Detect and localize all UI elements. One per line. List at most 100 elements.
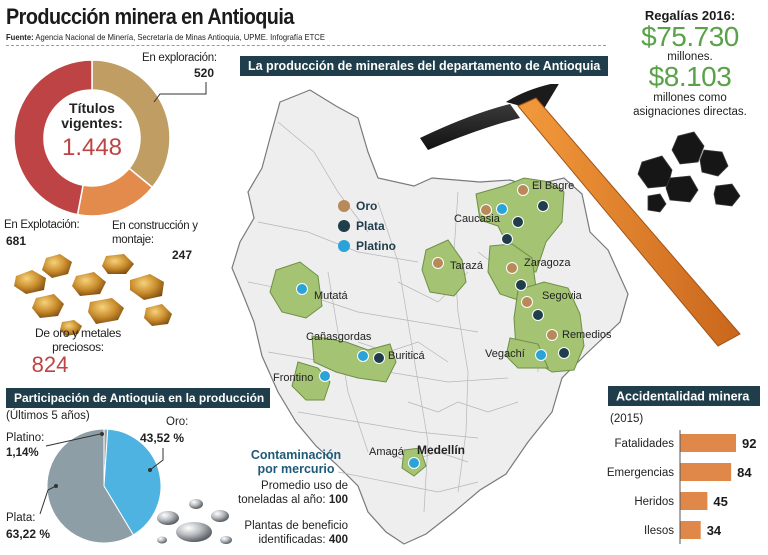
accidentalidad-title-bg: [608, 386, 760, 406]
map-dot-oro-zaragoza: [506, 262, 518, 274]
participacion-title: Participación de Antioquia en la producc…: [6, 388, 270, 408]
label-vegachi: Vegachí: [485, 348, 525, 360]
map-dot-plata-zaragoza: [515, 279, 527, 291]
plantas-label-text: Plantas de beneficio identificadas:: [244, 520, 348, 546]
regalias-value-2: $8.103: [648, 61, 732, 92]
label-medellin: Medellín: [417, 443, 466, 457]
exploracion-leader: [153, 82, 207, 103]
coal-illustration: [637, 131, 741, 213]
label-buritica: Buriticá: [388, 350, 425, 362]
map-dot-oro-segovia: [521, 296, 533, 308]
map-dot-plata-segovia: [532, 309, 544, 321]
label-frontino: Frontino: [273, 372, 314, 384]
legend-item-plata: Plata: [338, 216, 396, 236]
bar-label-3: Ilesos: [644, 525, 674, 537]
source-line: Fuente: Agencia Nacional de Minería, Sec…: [6, 32, 325, 42]
label-el-bagre: El Bagre: [532, 180, 575, 192]
header-divider: [6, 45, 606, 46]
pickaxe-illustration: [420, 84, 741, 347]
map-dot-platino-amaga: [408, 457, 420, 469]
page-title: Producción minera en Antioquia: [6, 4, 294, 29]
titulos-slice-2: [13, 59, 93, 216]
legend-label-oro: Oro: [356, 199, 378, 213]
region-taraza: [421, 239, 467, 297]
legend-swatch-plata: [338, 220, 350, 232]
label-remedios: Remedios: [562, 329, 612, 341]
explotacion-value: 681: [6, 234, 27, 248]
exploracion-value: 520: [194, 66, 215, 80]
participacion-slice-2: [46, 428, 135, 544]
platino-label: Platino:: [6, 432, 45, 444]
mercurio-title: Contaminación por mercurio: [250, 448, 342, 476]
regalias-unit-2: millones como asignaciones directas.: [633, 92, 747, 118]
label-amaga: Amagá: [369, 446, 404, 458]
map-legend: Oro Plata Platino: [338, 196, 396, 256]
legend-swatch-platino: [338, 240, 350, 252]
map-dot-plata-canasgordas: [373, 352, 385, 364]
mercurio-promedio-label: Promedio uso de toneladas al año: 100: [228, 479, 348, 507]
bar-label-2: Heridos: [634, 496, 674, 508]
map-dot-plata-caucasia-2: [501, 233, 513, 245]
label-taraza: Tarazá: [450, 260, 484, 272]
mercurio-plantas-label: Plantas de beneficio identificadas: 400: [228, 519, 348, 547]
map-dot-plata-remedios: [558, 347, 570, 359]
bar-3: [680, 521, 701, 539]
map-dot-plata-elbagre: [537, 200, 549, 212]
promedio-label-text: Promedio uso de toneladas al año:: [238, 480, 348, 506]
regalias-unit-1: millones.: [667, 51, 713, 63]
map-dot-platino-vegachi: [535, 349, 547, 361]
map-dot-platino-mutata: [296, 283, 308, 295]
plata-share-value: 63,22 %: [6, 527, 51, 541]
bar-0: [680, 434, 736, 452]
oro-share-label: Oro:: [166, 416, 189, 428]
participacion-slice-1: [103, 428, 162, 536]
construccion-label: En construcción y montaje:: [112, 220, 198, 246]
legend-label-plata: Plata: [356, 219, 385, 233]
map-banner: La producción de minerales del departame…: [240, 56, 609, 76]
bar-label-1: Emergencias: [607, 467, 674, 479]
promedio-value: 100: [328, 494, 348, 506]
gold-nuggets-illustration: [14, 254, 172, 336]
source-text: Agencia Nacional de Minería, Secretaría …: [35, 32, 325, 42]
bar-value-2: 45: [713, 494, 727, 509]
plata-share-label: Plata:: [6, 512, 36, 524]
metales-value: 824: [31, 352, 69, 377]
region-canasgordas-buritica: [311, 335, 397, 383]
metales-label: De oro y metales preciosos:: [35, 326, 121, 354]
source-label: Fuente:: [6, 32, 34, 42]
label-canasgordas: Cañasgordas: [306, 331, 372, 343]
construccion-value: 247: [172, 248, 193, 262]
bar-2: [680, 492, 708, 510]
legend-item-platino: Platino: [338, 236, 396, 256]
regalias-block: Regalías 2016: $75.730 millones. $8.103 …: [620, 8, 760, 119]
map-dot-platino-frontino: [319, 370, 331, 382]
accidentalidad-bar-chart: Accidentalidad minera (2015) Fatalidades 92…: [607, 386, 760, 544]
map-dot-oro-caucasia: [480, 204, 492, 216]
label-caucasia: Caucasia: [454, 213, 500, 225]
bar-1: [680, 463, 732, 481]
accidentalidad-subtitle: (2015): [610, 413, 643, 425]
titulos-slice-0: [91, 59, 171, 189]
legend-item-oro: Oro: [338, 196, 396, 216]
titulos-donut-chart: [13, 59, 171, 217]
mercury-droplets-illustration: [157, 499, 232, 544]
regalias-value-1: $75.730: [641, 21, 739, 52]
map-dot-oro-taraza: [432, 257, 444, 269]
participacion-pie-chart: [46, 428, 162, 544]
antioquia-map: [231, 89, 629, 545]
legend-label-platino: Platino: [356, 239, 397, 253]
bar-value-3: 34: [707, 523, 722, 538]
titulos-center-label: Títulos vigentes:: [61, 100, 123, 131]
accidentalidad-title: Accidentalidad minera: [616, 390, 750, 404]
bar-label-0: Fatalidades: [615, 438, 675, 450]
regalias-title: Regalías 2016:: [644, 8, 736, 23]
map-dot-plata-caucasia: [512, 216, 524, 228]
plantas-value: 400: [328, 534, 348, 546]
titulos-center-value: 1.448: [61, 134, 123, 161]
map-dot-oro-remedios: [546, 329, 558, 341]
participacion-leaders: [39, 432, 164, 515]
platino-value: 1,14%: [6, 447, 39, 459]
oro-share-value: 43,52 %: [140, 431, 185, 445]
explotacion-label: En Explotación:: [4, 219, 80, 231]
exploracion-label: En exploración:: [142, 52, 217, 64]
